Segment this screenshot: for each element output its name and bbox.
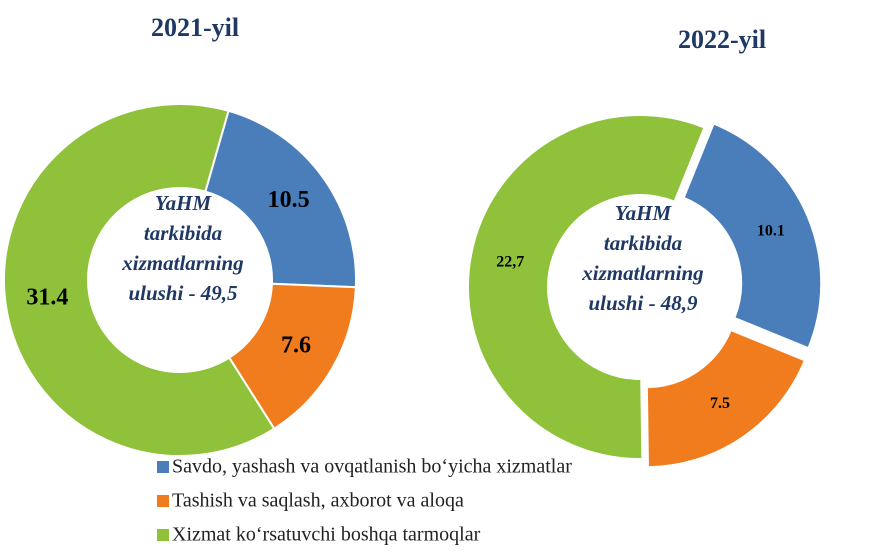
donut-slice	[682, 122, 823, 350]
center-label: xizmatlarning	[581, 261, 703, 285]
legend-swatch	[157, 461, 169, 473]
donut-slice	[3, 103, 276, 457]
center-label: tarkibida	[144, 221, 222, 245]
legend-label: Tashish va saqlash, axborot va aloqa	[172, 490, 464, 512]
data-label: 10.5	[268, 187, 310, 213]
center-label: ulushi - 48,9	[588, 291, 698, 315]
center-label: YaHM	[155, 191, 213, 215]
data-label: 7.6	[281, 333, 311, 359]
data-label: 22,7	[496, 253, 524, 270]
donut-slice	[204, 109, 357, 289]
data-label: 7.5	[710, 395, 730, 412]
center-label: tarkibida	[604, 231, 682, 255]
legend-label: Savdo, yashash va ovqatlanish bo‘yicha x…	[172, 456, 572, 478]
data-label: 31.4	[26, 285, 68, 311]
center-label: ulushi - 49,5	[128, 281, 237, 305]
chart-title: 2022-yil	[678, 25, 766, 54]
donut-slice	[467, 114, 706, 460]
legend-swatch	[157, 495, 169, 507]
legend-swatch	[157, 529, 169, 541]
legend-label: Xizmat ko‘rsatuvchi boshqa tarmoqlar	[172, 524, 481, 546]
center-label: YaHM	[615, 201, 673, 225]
data-label: 10.1	[757, 222, 785, 239]
center-label: xizmatlarning	[121, 251, 243, 275]
chart-title: 2021-yil	[151, 13, 239, 42]
donut-slice	[645, 328, 807, 469]
